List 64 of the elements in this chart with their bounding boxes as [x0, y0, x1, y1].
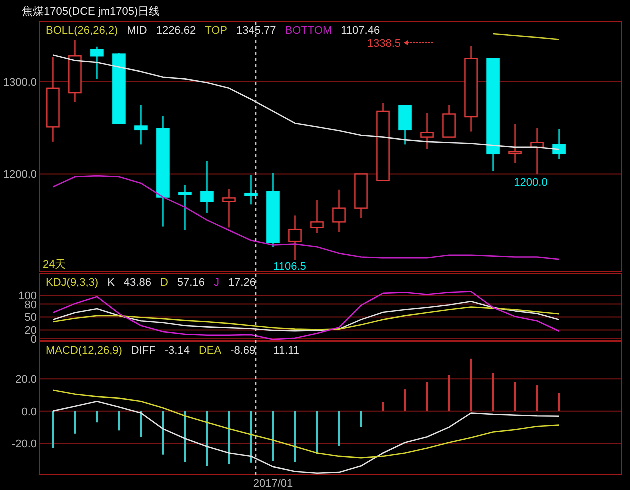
annotation: 57.16 — [177, 277, 205, 289]
bar — [96, 411, 98, 423]
y-tick-label: 1200.0 — [3, 169, 37, 182]
annotation: 1107.46 — [341, 25, 380, 37]
bar — [470, 358, 472, 412]
text: TOP — [205, 25, 228, 37]
y-tick-label: 20.0 — [16, 374, 37, 386]
legend-title: BOLL(26,26,2) — [46, 25, 118, 37]
text: DIFF — [131, 345, 156, 357]
annotation: 43.86 — [124, 277, 152, 289]
y-tick-label: 50 — [24, 312, 37, 324]
line-series — [52, 291, 560, 340]
annotation: -3.14 — [164, 345, 190, 357]
y-tick-label: 0.0 — [22, 406, 37, 418]
line-series — [52, 175, 560, 260]
line-series — [52, 306, 560, 330]
annotation: 1200.0 — [514, 177, 548, 189]
annotation: 17.26 — [228, 277, 256, 289]
bar — [316, 411, 318, 454]
bar — [228, 411, 230, 465]
y-tick-label: 80 — [24, 299, 37, 312]
y-tick-label: -20.0 — [12, 438, 37, 451]
y-tick-label: 1300.0 — [3, 76, 37, 89]
y-tick-label: 0 — [30, 334, 37, 346]
text: D — [160, 277, 168, 289]
legend-title: MACD(12,26,9) — [46, 345, 122, 357]
annotation: 1345.77 — [236, 25, 276, 37]
bar — [74, 411, 76, 434]
line-series — [52, 401, 560, 474]
bar — [118, 411, 120, 431]
bar — [206, 411, 208, 466]
bar — [404, 390, 406, 412]
bar — [272, 411, 274, 462]
bar — [360, 411, 362, 428]
bar — [250, 411, 252, 463]
text: BOTTOM — [285, 25, 332, 37]
line-series — [52, 390, 560, 459]
bar — [492, 373, 494, 412]
bar — [52, 411, 54, 448]
line-series — [52, 301, 560, 332]
bar — [184, 411, 186, 462]
text: MID — [127, 25, 148, 37]
bar — [426, 382, 428, 412]
bar — [536, 386, 538, 412]
annotation: 1106.5 — [274, 261, 306, 273]
bar — [382, 402, 384, 412]
bar — [294, 411, 296, 462]
bar — [140, 411, 142, 438]
bar — [448, 375, 450, 412]
text: J — [214, 277, 220, 289]
chart-title: 焦煤1705(DCE jm1705)日线 — [22, 5, 160, 18]
legend-title: KDJ(9,3,3) — [46, 277, 99, 289]
x-tick-label: 2017/01 — [253, 478, 294, 490]
bar — [558, 393, 560, 412]
bar — [162, 411, 164, 455]
annotation: 1338.5 — [367, 38, 401, 50]
text: DEA — [198, 345, 222, 357]
bar — [514, 382, 516, 412]
bar — [338, 411, 340, 446]
annotation: 24天 — [43, 259, 66, 271]
annotation: 1226.62 — [156, 25, 196, 37]
text: K — [108, 277, 116, 289]
annotation: 11.11 — [274, 345, 300, 357]
annotation: -8.69 — [230, 345, 256, 357]
